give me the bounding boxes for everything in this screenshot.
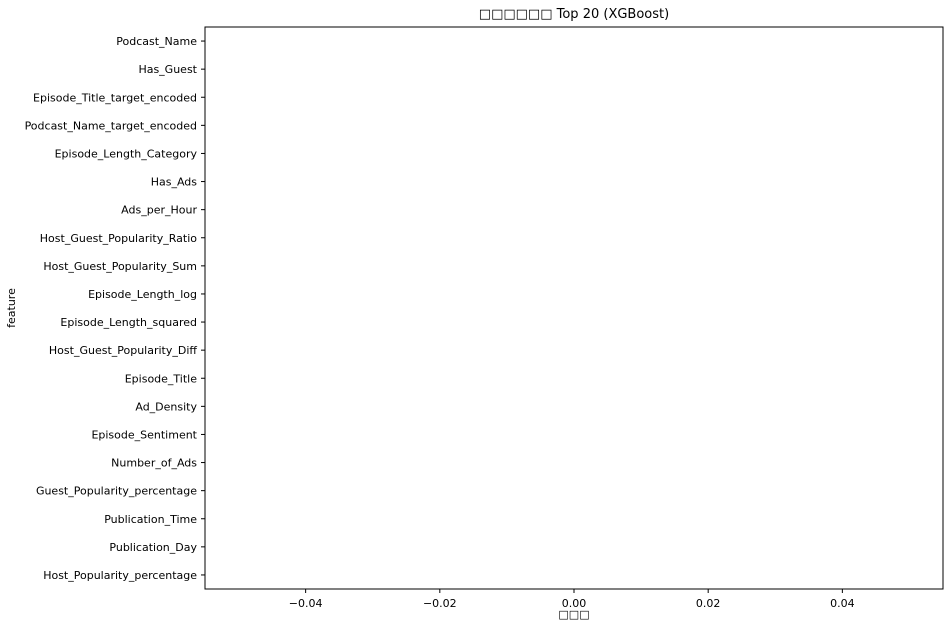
x-tick-label: −0.02: [423, 597, 457, 610]
y-tick-label: Has_Guest: [138, 63, 197, 76]
y-tick-label: Host_Guest_Popularity_Ratio: [40, 232, 197, 245]
y-tick-label: Publication_Day: [109, 541, 197, 554]
x-tick-label: 0.00: [562, 597, 587, 610]
y-tick-label: Episode_Length_squared: [60, 316, 197, 329]
y-tick-label: Guest_Popularity_percentage: [36, 485, 197, 498]
y-tick-label: Episode_Length_Category: [55, 147, 198, 160]
y-tick-label: Podcast_Name: [116, 35, 197, 48]
y-tick-label: Host_Guest_Popularity_Sum: [43, 260, 197, 273]
y-tick-label: Publication_Time: [104, 513, 197, 526]
y-tick-label: Episode_Title_target_encoded: [33, 91, 197, 104]
y-tick-label: Episode_Length_log: [88, 288, 197, 301]
y-tick-label: Ads_per_Hour: [121, 204, 197, 217]
plot-area-frame: [204, 26, 944, 590]
y-axis: Podcast_Name Has_Guest Episode_Title_targe…: [25, 35, 205, 582]
y-tick-label: Ad_Density: [135, 400, 197, 413]
chart-title: □□□□□□ Top 20 (XGBoost): [479, 7, 669, 22]
y-tick-label: Episode_Title: [125, 372, 198, 385]
y-tick-label: Host_Guest_Popularity_Diff: [49, 344, 198, 357]
y-tick-label: Number_of_Ads: [111, 457, 197, 470]
y-tick-label: Has_Ads: [151, 176, 198, 189]
x-axis: −0.04 −0.02 0.00 0.02 0.04: [289, 589, 855, 610]
y-tick-label: Host_Popularity_percentage: [43, 569, 197, 582]
x-tick-label: 0.02: [696, 597, 721, 610]
x-tick-label: 0.04: [830, 597, 855, 610]
y-tick-label: Podcast_Name_target_encoded: [25, 119, 197, 132]
y-tick-label: Episode_Sentiment: [91, 428, 197, 441]
x-tick-label: −0.04: [289, 597, 323, 610]
x-axis-label: □□□: [558, 608, 589, 621]
y-axis-label: feature: [5, 288, 18, 328]
